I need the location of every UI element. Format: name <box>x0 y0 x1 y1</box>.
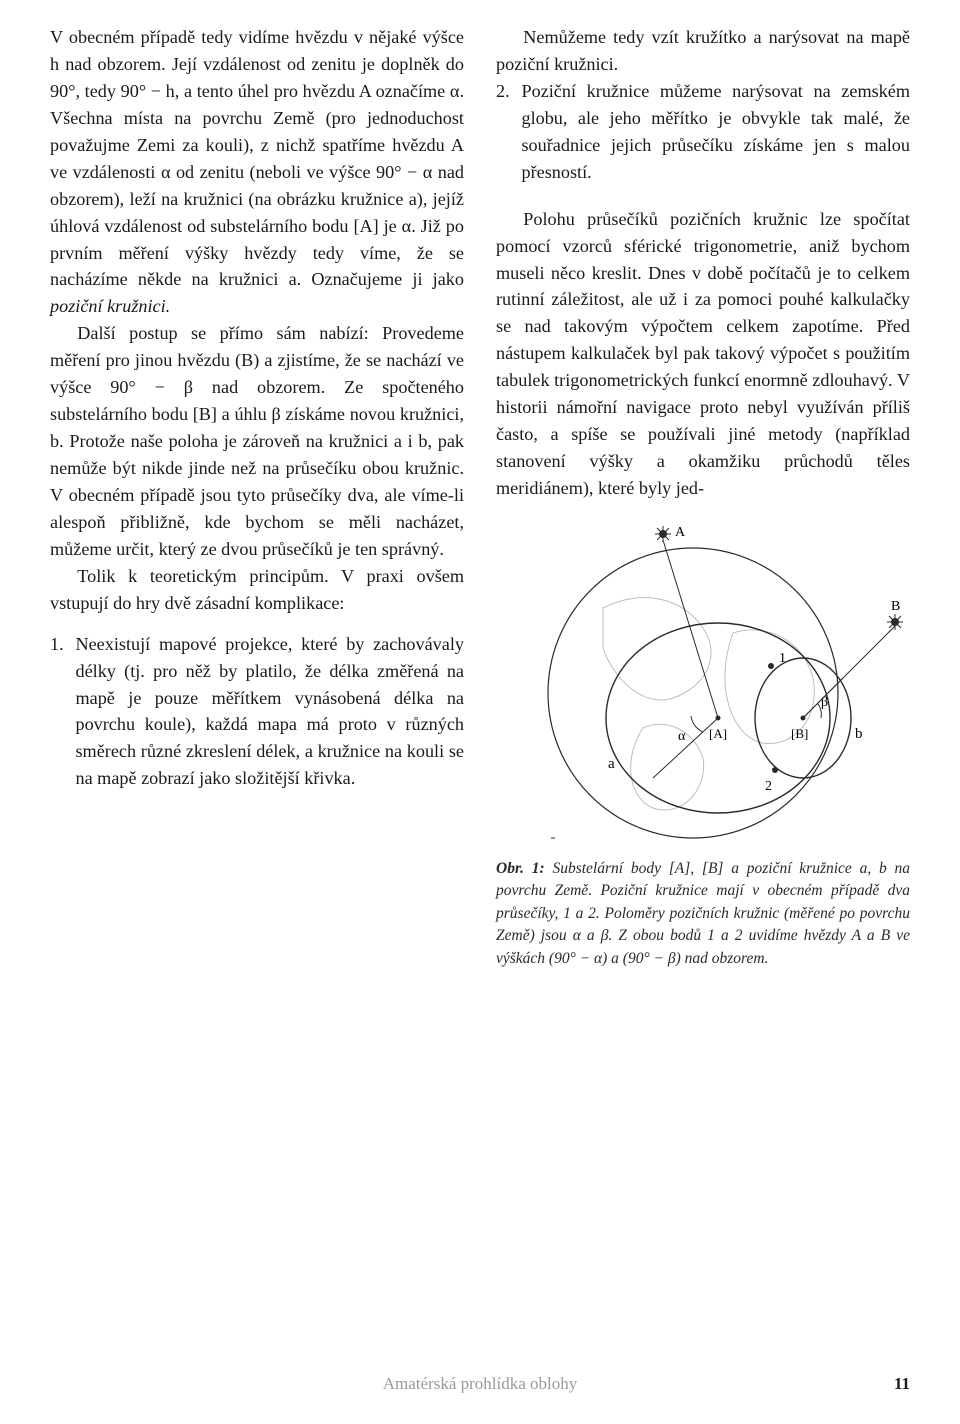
list-item-2: 2. Poziční kružnice můžeme narýsovat na … <box>496 78 910 186</box>
caption-label: Obr. 1: <box>496 860 545 877</box>
para-1-text: V obecném případě tedy vidíme hvězdu v n… <box>50 27 464 289</box>
list-body-1: Neexistují mapové projekce, které by zac… <box>75 631 464 793</box>
left-column: V obecném případě tedy vidíme hvězdu v n… <box>50 24 464 1334</box>
list-num-2: 2. <box>496 78 521 186</box>
figure-caption: Obr. 1: Substelární body [A], [B] a pozi… <box>496 858 910 970</box>
para-1: V obecném případě tedy vidíme hvězdu v n… <box>50 24 464 320</box>
page-number: 11 <box>894 1374 910 1394</box>
para-2: Další postup se přímo sám nabízí: Proved… <box>50 320 464 562</box>
para-1-em: poziční kružnici. <box>50 296 170 316</box>
label-A: A <box>675 525 686 540</box>
para-3: Tolik k teoretickým principům. V praxi o… <box>50 563 464 617</box>
list-num-1: 1. <box>50 631 75 793</box>
label-alpha: α <box>678 729 686 744</box>
numbered-list: 1. Neexistují mapové projekce, které by … <box>50 631 464 793</box>
page-footer: Amatérská prohlídka oblohy 11 <box>50 1374 910 1394</box>
label-brB: [B] <box>791 726 808 741</box>
caption-text: Substelární body [A], [B] a poziční kruž… <box>496 860 910 967</box>
right-column: Nemůžeme tedy vzít kružítko a narýsovat … <box>496 24 910 1334</box>
label-b: b <box>855 726 863 742</box>
list-body-2: Poziční kružnice můžeme narýsovat na zem… <box>521 78 910 186</box>
footer-title: Amatérská prohlídka oblohy <box>50 1374 910 1394</box>
label-a: a <box>608 756 615 772</box>
label-2: 2 <box>765 779 772 794</box>
figure-1: 1 2 [A] α [B] β a b <box>496 518 910 970</box>
list-1-continuation: Nemůžeme tedy vzít kružítko a narýsovat … <box>496 24 910 78</box>
globe-diagram: 1 2 [A] α [B] β a b <box>503 518 903 848</box>
label-B: B <box>891 599 900 614</box>
label-1: 1 <box>779 651 786 666</box>
label-beta: β <box>821 695 828 710</box>
list-item-1: 1. Neexistují mapové projekce, které by … <box>50 631 464 793</box>
label-brA: [A] <box>709 726 727 741</box>
para-r1: Polohu průsečíků pozičních kružnic lze s… <box>496 206 910 502</box>
